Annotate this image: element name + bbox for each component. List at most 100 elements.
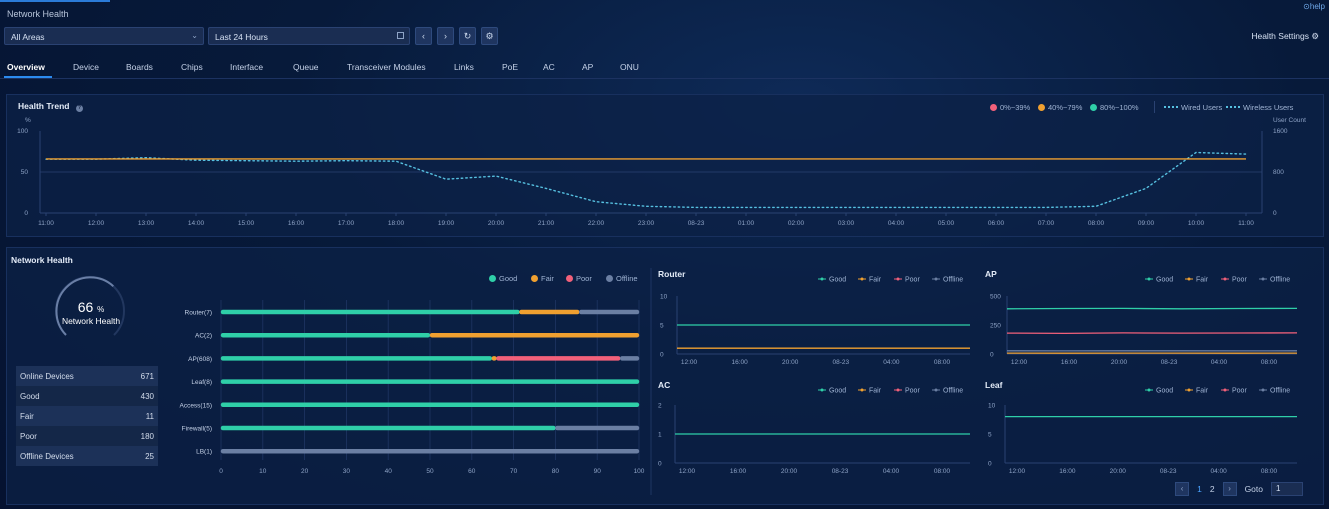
health-score-gauge	[55, 276, 125, 336]
page-1[interactable]: 1	[1197, 483, 1202, 494]
tab-onu[interactable]: ONU	[620, 62, 639, 72]
mini-x-tick-label: 16:00	[730, 468, 747, 475]
tab-interface[interactable]: Interface	[230, 62, 264, 72]
legend-line	[1164, 106, 1178, 108]
chevron-down-icon: ⌄	[191, 31, 198, 40]
health-bar-chart[interactable]: 0 10 20 30 40 50 60 70 80 90 100Router(7)AC(2)AP(6…	[0, 0, 660, 490]
mini-x-tick-label: 08-23	[1161, 359, 1178, 366]
tab-ap[interactable]: AP	[582, 62, 594, 72]
x-tick-label: 21:00	[538, 220, 555, 227]
legend-dot	[489, 275, 496, 282]
mini-y-tick-label: 10	[988, 403, 996, 410]
next-page-button[interactable]: ›	[1222, 481, 1237, 496]
tab-ac[interactable]: AC	[543, 62, 555, 72]
info-icon[interactable]: ?	[75, 105, 83, 112]
legend-label: Fair	[541, 274, 554, 283]
legend-poor[interactable]: 0%~39%	[990, 103, 1030, 112]
legend-dot	[1090, 104, 1097, 111]
tabs-divider	[0, 78, 1329, 79]
y2-tick-label: 1600	[1273, 128, 1288, 135]
tab-device[interactable]: Device	[73, 62, 99, 72]
prev-page-button[interactable]: ‹	[1175, 481, 1190, 496]
legend-fair[interactable]: Fair	[531, 274, 554, 283]
mini-legend-dot	[1223, 277, 1227, 281]
mini-x-tick-label: 16:00	[1061, 359, 1078, 366]
legend-fair[interactable]: 40%~79%	[1038, 103, 1082, 112]
y2-tick-label: 0	[1273, 210, 1277, 217]
tab-poe[interactable]: PoE	[502, 62, 519, 72]
page-2[interactable]: 2	[1209, 483, 1215, 494]
mini-chart-title: Leaf	[985, 380, 1003, 390]
mini-x-tick-label: 08-23	[1160, 468, 1177, 475]
mini-x-tick-label: 04:00	[1210, 468, 1227, 475]
refresh-button[interactable]: ↻	[459, 27, 476, 45]
mini-legend-label: Fair	[869, 277, 882, 284]
legend-offline[interactable]: Offline	[606, 274, 638, 283]
prev-period-button[interactable]: ‹	[415, 27, 432, 45]
area-select[interactable]: All Areas ⌄	[4, 27, 204, 45]
mini-x-tick-label: 20:00	[1110, 468, 1127, 475]
bar-x-tick-label: 50	[426, 468, 434, 475]
mini-x-tick-label: 08:00	[1261, 468, 1278, 475]
health-score: 66 %	[61, 299, 121, 315]
legend-wired-users[interactable]: Wired Users	[1164, 103, 1222, 112]
mini-y-tick-label: 5	[988, 432, 992, 439]
x-tick-label: 13:00	[138, 220, 155, 227]
mini-legend-label: Good	[829, 277, 846, 284]
mini-chart-title: AC	[658, 380, 670, 390]
mini-legend-dot	[1261, 388, 1265, 392]
bar-x-tick-label: 20	[301, 468, 309, 475]
mini-legend-label: Fair	[869, 388, 882, 395]
mini-legend-label: Good	[1156, 277, 1173, 284]
tab-chips[interactable]: Chips	[181, 62, 203, 72]
legend-poor[interactable]: Poor	[566, 274, 592, 283]
mini-x-tick-label: 08:00	[934, 359, 951, 366]
health-trend-chart[interactable]: 0 50 100 0 800 1600 11:00 12:00 13:00 14:00 15:00 1…	[0, 0, 1329, 240]
mini-x-tick-label: 08-23	[832, 359, 849, 366]
x-tick-label: 22:00	[588, 220, 605, 227]
tab-links[interactable]: Links	[454, 62, 474, 72]
mini-legend-label: Fair	[1196, 277, 1209, 284]
mini-legend-dot	[1187, 388, 1191, 392]
mini-x-tick-label: 08:00	[934, 468, 951, 475]
tab-boards[interactable]: Boards	[126, 62, 153, 72]
stat-label: Online Devices	[20, 371, 74, 381]
x-tick-label: 20:00	[488, 220, 505, 227]
x-tick-label: 10:00	[1188, 220, 1205, 227]
mini-legend-label: Offline	[943, 277, 963, 284]
stat-value: 25	[145, 451, 154, 461]
series-wireless-users	[45, 151, 1247, 209]
mini-legend-dot	[1147, 388, 1151, 392]
help-link[interactable]: ⊙help	[1303, 2, 1325, 11]
bar-x-tick-label: 70	[510, 468, 518, 475]
mini-legend-label: Offline	[1270, 277, 1290, 284]
bar-legend: Good Fair Poor Offline	[489, 274, 649, 284]
tab-queue[interactable]: Queue	[293, 62, 319, 72]
mini-legend-dot	[820, 277, 824, 281]
settings-button[interactable]: ⚙	[481, 27, 498, 45]
health-score-unit: %	[97, 305, 105, 314]
time-range-select[interactable]: Last 24 Hours	[208, 27, 410, 45]
legend-divider	[1154, 101, 1155, 113]
legend-good[interactable]: Good	[489, 274, 517, 283]
mini-legend-dot	[820, 388, 824, 392]
mini-x-tick-label: 12:00	[679, 468, 696, 475]
mini-legend-label: Offline	[1270, 388, 1290, 395]
next-period-button[interactable]: ›	[437, 27, 454, 45]
tab-transceiver-modules[interactable]: Transceiver Modules	[347, 62, 426, 72]
x-tick-label: 19:00	[438, 220, 455, 227]
health-settings-button[interactable]: Health Settings ⚙	[1251, 31, 1319, 42]
legend-good[interactable]: 80%~100%	[1090, 103, 1139, 112]
legend-dot	[1038, 104, 1045, 111]
legend-wireless-users[interactable]: Wireless Users	[1226, 103, 1293, 112]
mini-x-tick-label: 04:00	[883, 359, 900, 366]
mini-x-tick-label: 08-23	[832, 468, 849, 475]
legend-dot	[531, 275, 538, 282]
x-tick-label: 01:00	[738, 220, 755, 227]
tab-overview[interactable]: Overview	[7, 62, 45, 72]
x-tick-label: 16:00	[288, 220, 305, 227]
goto-input[interactable]	[1271, 481, 1303, 496]
mini-x-tick-label: 20:00	[1111, 359, 1128, 366]
mini-x-tick-label: 16:00	[1059, 468, 1076, 475]
